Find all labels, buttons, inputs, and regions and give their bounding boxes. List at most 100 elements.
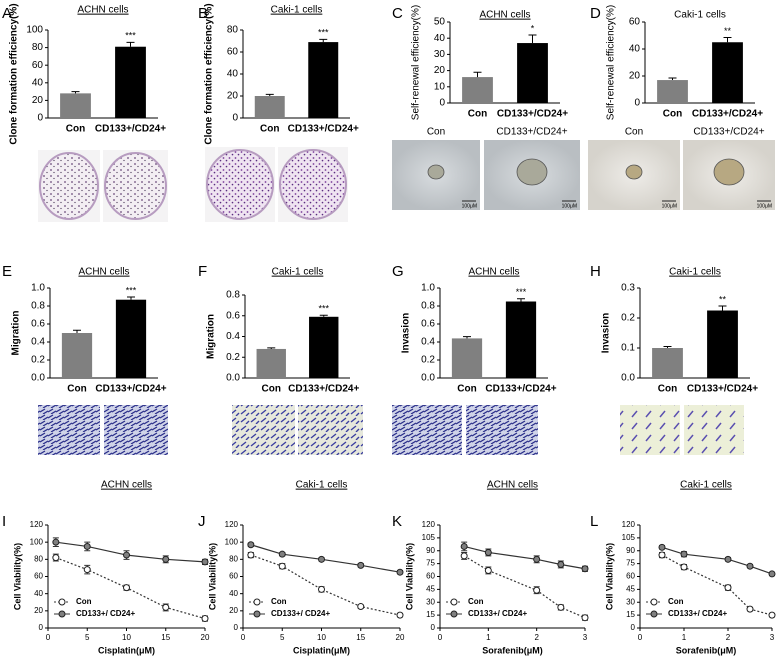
legend-marker (253, 610, 261, 618)
point (581, 614, 589, 622)
series-line (55, 541, 206, 563)
y-tick-label: 100 (26, 25, 43, 36)
panel-title: ACHN cells (479, 10, 530, 21)
y-tick-label: 100 (225, 537, 239, 546)
bar (115, 299, 147, 378)
panel-letter: G (392, 263, 404, 280)
y-tick-label: 40 (629, 44, 641, 55)
x-tick-label: CD133+/CD24+ (687, 384, 758, 395)
error-bar (663, 346, 672, 348)
point (768, 570, 776, 578)
y-tick-label: 90 (626, 546, 635, 555)
y-tick-label: 80 (227, 25, 239, 36)
bar (309, 316, 339, 378)
y-tick-label: 40 (434, 33, 446, 44)
x-tick-label: 0 (638, 633, 643, 642)
y-tick-label: 60 (32, 60, 44, 71)
y-tick-label: 60 (229, 572, 238, 581)
y-tick-label: 20 (229, 606, 238, 615)
y-tick-label: 0.4 (31, 337, 45, 348)
x-tick-label: CD133+/CD24+ (288, 124, 359, 135)
y-axis-label: Invasion (401, 313, 412, 354)
bar (462, 77, 493, 103)
y-axis-label: Invasion (601, 313, 612, 354)
y-tick-label: 75 (626, 559, 635, 568)
y-tick-label: 0 (37, 113, 43, 124)
legend-marker (58, 598, 66, 606)
y-tick-label: 60 (626, 572, 635, 581)
y-tick-label: 30 (434, 49, 446, 60)
bar (707, 310, 738, 378)
x-tick-label: Con (260, 124, 279, 135)
sphere (516, 158, 548, 186)
point (318, 585, 325, 593)
y-tick-label: 30 (426, 597, 435, 606)
panel-letter: H (590, 263, 601, 280)
legend-marker (650, 598, 658, 606)
point (746, 562, 754, 570)
point (460, 542, 468, 550)
y-tick-label: 0.0 (226, 373, 240, 384)
error-bar (463, 336, 471, 339)
photo (620, 405, 680, 455)
x-tick-label: 5 (280, 633, 285, 642)
bar (652, 348, 683, 378)
y-tick-label: 0 (439, 98, 445, 109)
point (201, 558, 209, 566)
error-bar (473, 71, 482, 78)
point (247, 551, 255, 559)
panel-letter: E (2, 263, 12, 280)
dish (104, 152, 167, 220)
y-axis-label: Cell Viability(%) (12, 543, 22, 610)
photo (232, 405, 295, 455)
y-tick-label: 30 (626, 597, 635, 606)
y-tick-label: 0.2 (31, 355, 45, 366)
x-axis-label: Sorafenib(μM) (482, 645, 543, 655)
x-tick-label: 1 (486, 633, 491, 642)
x-tick-label: 2 (534, 633, 539, 642)
x-tick-label: 1 (682, 633, 687, 642)
x-tick-label: CD133+/CD24+ (95, 124, 166, 135)
point (484, 548, 492, 556)
significance: *** (318, 28, 329, 38)
point (533, 586, 541, 594)
y-tick-label: 105 (622, 533, 636, 542)
y-tick-label: 1.0 (31, 283, 45, 294)
error-bar (718, 305, 727, 311)
x-tick-label: CD133+/CD24+ (497, 109, 568, 120)
bar (308, 42, 339, 118)
y-tick-label: 105 (422, 533, 436, 542)
point (484, 566, 492, 574)
legend-label: CD133+/ CD24+ (271, 609, 330, 618)
legend-label: CD133+/ CD24+ (468, 609, 527, 618)
sphere (427, 164, 445, 180)
point (557, 603, 565, 611)
legend-marker (650, 610, 658, 618)
sphere (713, 158, 745, 186)
y-tick-label: 20 (34, 606, 43, 615)
x-tick-label: 3 (583, 633, 588, 642)
x-tick-label: CD133+/CD24+ (485, 384, 556, 395)
y-tick-label: 120 (422, 520, 436, 529)
x-tick-label: 10 (317, 633, 326, 642)
point (680, 550, 688, 558)
y-axis-label: Self-renewal efficiency(%) (606, 5, 617, 120)
error-bar (517, 298, 525, 302)
bar (657, 80, 688, 103)
point (746, 605, 754, 613)
y-tick-label: 0.0 (31, 373, 45, 384)
y-tick-label: 0.2 (421, 355, 435, 366)
y-tick-label: 80 (229, 554, 238, 563)
point (581, 565, 589, 573)
y-tick-label: 0 (234, 623, 239, 632)
y-tick-label: 0.6 (421, 319, 435, 330)
point (247, 541, 255, 549)
bar (256, 348, 286, 378)
dish (279, 149, 347, 220)
point (658, 543, 666, 551)
error-bar (265, 93, 274, 96)
y-tick-label: 0.4 (421, 337, 435, 348)
dish (206, 149, 274, 220)
point (162, 603, 170, 611)
point (278, 562, 286, 570)
